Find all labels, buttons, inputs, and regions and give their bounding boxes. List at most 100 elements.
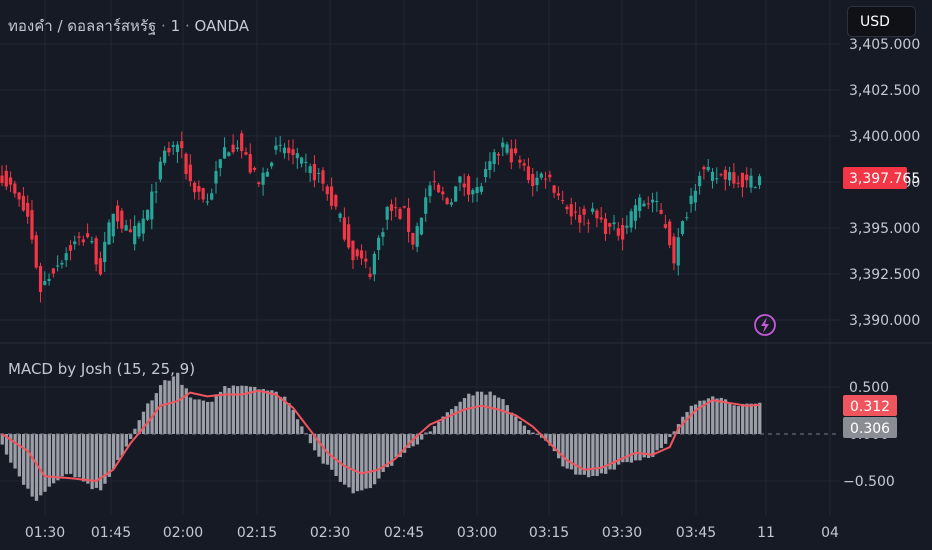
candle-body — [180, 141, 184, 149]
candle-body — [561, 200, 565, 202]
macd-histogram-bar — [99, 434, 103, 491]
macd-histogram-bar — [582, 434, 586, 475]
macd-histogram-bar — [471, 395, 475, 434]
candle-body — [522, 163, 526, 166]
time-tick-label: 03:45 — [676, 525, 716, 541]
currency-button[interactable]: USD — [847, 6, 916, 37]
macd-histogram-bar — [753, 403, 758, 434]
candle-body — [621, 225, 625, 240]
candle-body — [608, 223, 612, 227]
candle-body — [334, 195, 338, 207]
candle-body — [629, 211, 633, 228]
macd-histogram-bar — [424, 432, 428, 434]
candle-body — [642, 203, 646, 207]
macd-histogram-bar — [360, 434, 364, 491]
macd-histogram — [0, 372, 762, 501]
candle-body — [552, 185, 556, 193]
macd-indicator-title[interactable]: MACD by Josh (15, 25, 9) — [8, 360, 196, 378]
macd-histogram-bar — [291, 409, 295, 434]
macd-histogram-bar — [565, 434, 569, 469]
macd-histogram-bar — [604, 434, 608, 474]
candle-body — [757, 176, 762, 186]
macd-histogram-bar — [728, 403, 732, 434]
macd-histogram-bar — [330, 434, 334, 470]
candle-body — [616, 228, 620, 236]
macd-histogram-bar — [287, 403, 291, 434]
time-axis: 01:30 01:45 02:00 02:15 02:30 02:45 03:00 03:15… — [25, 525, 839, 541]
macd-histogram-bar — [193, 399, 197, 434]
macd-histogram-bar — [505, 405, 509, 434]
macd-histogram-bar — [124, 434, 129, 447]
macd-histogram-bar — [90, 434, 94, 490]
candle-body — [347, 224, 351, 248]
candle-body — [411, 232, 415, 245]
candle-body — [197, 186, 201, 192]
macd-histogram-bar — [398, 434, 402, 458]
macd-histogram-bar — [741, 403, 745, 434]
candle-body — [539, 173, 543, 178]
candle-body — [98, 258, 103, 275]
macd-histogram-bar — [612, 434, 616, 470]
time-tick-label: 02:15 — [237, 525, 277, 541]
macd-histogram-bar — [111, 434, 116, 470]
candle-body — [124, 225, 128, 231]
candle-body — [680, 221, 685, 234]
macd-histogram-value: 0.306 — [850, 421, 890, 437]
macd-tick-label: 0.500 — [849, 380, 889, 396]
macd-histogram-bar — [509, 412, 514, 434]
candle-body — [137, 223, 141, 237]
symbol-title[interactable]: ทองคำ / ดอลลาร์สหรัฐ · 1 · OANDA — [8, 14, 249, 38]
candle-body — [501, 142, 505, 148]
candle-body — [479, 186, 483, 192]
lightning-alert-icon[interactable] — [754, 314, 776, 336]
candle-body — [586, 222, 590, 224]
candle-body — [505, 144, 509, 153]
price-candles — [0, 130, 762, 303]
macd-histogram-bar — [129, 434, 133, 439]
candle-body — [270, 162, 274, 167]
interval-label: 1 — [170, 17, 181, 35]
candle-body — [257, 182, 261, 184]
candle-body — [548, 174, 552, 178]
macd-signal-value: 0.312 — [850, 399, 890, 415]
candle-body — [736, 182, 740, 184]
macd-histogram-bar — [527, 430, 531, 434]
macd-histogram-bar — [390, 434, 394, 466]
macd-histogram-bar — [107, 434, 111, 477]
candle-body — [278, 144, 282, 146]
candle-body — [535, 177, 539, 186]
candle-body — [60, 262, 64, 265]
macd-histogram-bar — [94, 434, 99, 488]
candle-body — [77, 236, 81, 238]
macd-histogram-bar — [736, 406, 741, 434]
macd-histogram-bar — [244, 385, 248, 434]
macd-axis: 0.500 −0.500 — [843, 380, 895, 490]
macd-histogram-bar — [484, 394, 488, 434]
candle-body — [753, 187, 757, 189]
macd-histogram-bar — [270, 390, 274, 434]
candle-body — [732, 172, 736, 184]
macd-histogram-bar — [231, 385, 236, 434]
macd-histogram-bar — [176, 372, 180, 434]
candle-body — [261, 172, 265, 185]
macd-histogram-bar — [56, 434, 60, 481]
macd-histogram-bar — [450, 409, 454, 434]
time-tick-label: 02:45 — [384, 525, 424, 541]
time-tick-label: 03:15 — [529, 525, 569, 541]
macd-histogram-bar — [137, 420, 141, 434]
candle-body — [492, 152, 496, 165]
macd-histogram-bar — [325, 434, 330, 465]
macd-histogram-bar — [146, 403, 150, 434]
macd-histogram-bar — [651, 434, 655, 457]
macd-histogram-bar — [214, 394, 218, 434]
macd-histogram-bar — [578, 434, 582, 475]
candle-body — [745, 174, 749, 181]
candle-body — [47, 278, 51, 281]
candle-body — [103, 241, 107, 263]
title-separator: · — [161, 17, 166, 35]
candle-body — [21, 195, 25, 211]
macd-histogram-bar — [236, 386, 240, 434]
macd-histogram-bar — [4, 434, 9, 455]
candle-body — [603, 218, 608, 234]
